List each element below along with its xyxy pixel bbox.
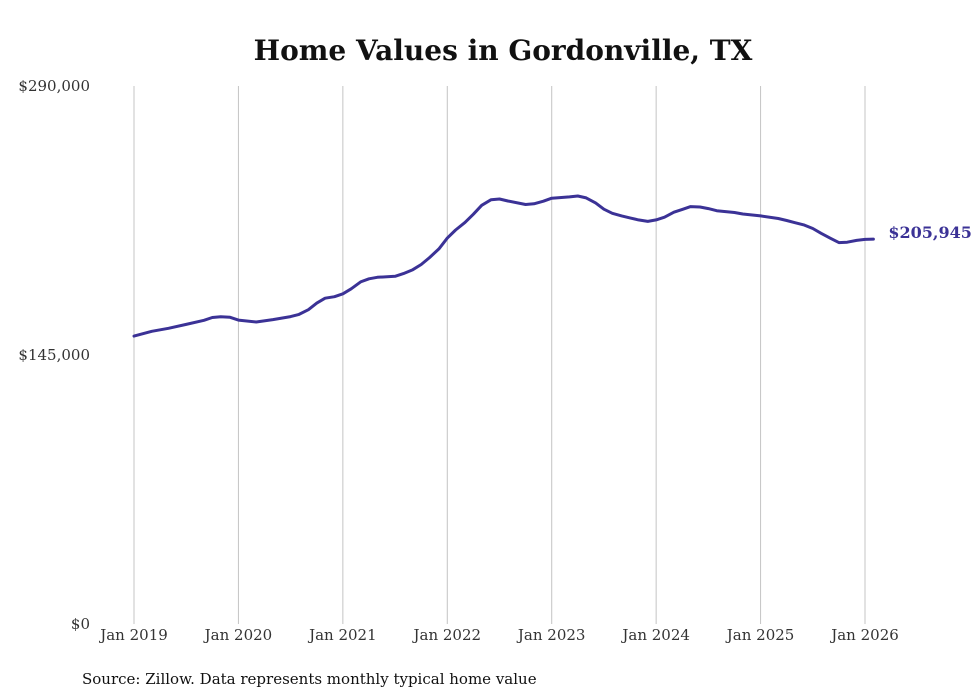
x-tick-label: Jan 2022 [412,626,482,644]
y-tick-label: $0 [71,615,90,633]
series-layer: $205,945 [132,194,972,338]
x-tick-label: Jan 2023 [516,626,586,644]
x-tick-label: Jan 2024 [620,626,690,644]
x-tick-label: Jan 2020 [203,626,273,644]
x-tick-label: Jan 2021 [307,626,377,644]
y-axis-ticks: $0 $145,000 $290,000 [18,77,90,633]
source-note: Source: Zillow. Data represents monthly … [82,670,537,688]
y-tick-label: $145,000 [18,346,90,364]
x-tick-label: Jan 2026 [829,626,899,644]
x-tick-label: Jan 2025 [725,626,795,644]
y-tick-label: $290,000 [18,77,90,95]
chart-title: Home Values in Gordonville, TX [254,34,753,67]
x-tick-label: Jan 2019 [98,626,168,644]
x-axis-ticks: Jan 2019 Jan 2020 Jan 2021 Jan 2022 Jan 2023… [98,626,899,644]
grid-layer [133,86,866,624]
end-value-label: $205,945 [888,223,972,242]
series-line [132,194,875,338]
